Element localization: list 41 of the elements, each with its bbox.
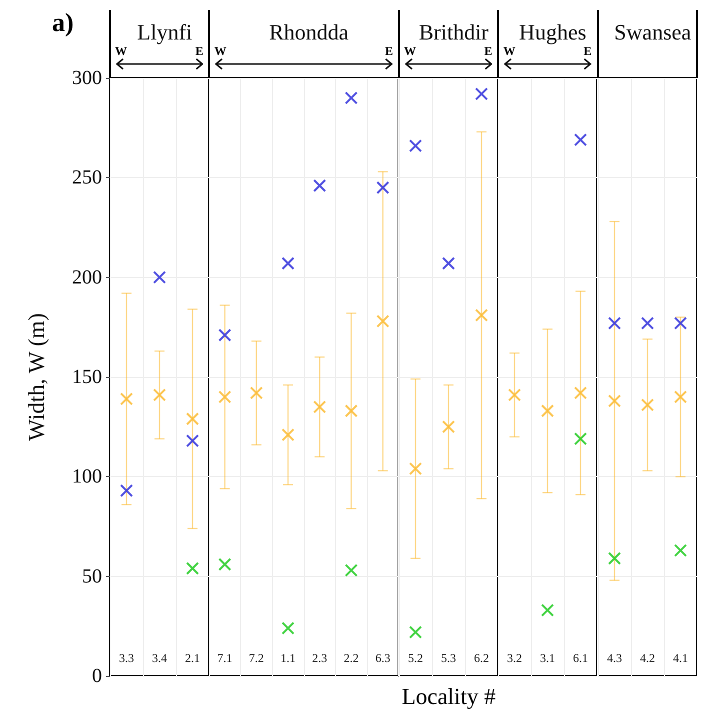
chart-title: Hughes [519,20,587,44]
chart-title: Llynfi [137,20,192,44]
x-tick-label: 2.3 [312,651,328,665]
y-tick-label: 150 [72,366,102,388]
text: E [584,44,592,59]
text: E [483,44,492,59]
x-tick-label: 6.2 [474,651,489,665]
x-tick-label: 3.3 [119,651,134,665]
x-tick-label: 4.1 [672,651,688,665]
x-tick-label: 7.1 [218,651,233,665]
y-tick-label: 300 [72,67,102,89]
text: W [404,44,416,59]
x-tick-label: 6.3 [376,651,391,665]
text: E [384,44,393,59]
y-axis-title: Width, W (m) [24,313,49,441]
chart-title: Brithdir [418,20,490,44]
x-tick-label: 4.3 [606,651,622,665]
y-tick-label: 250 [72,166,102,189]
y-tick-label: 50 [82,565,102,588]
x-tick-label: 3.2 [507,651,522,665]
text: a) [52,8,74,38]
x-tick-label: 1.1 [280,651,296,665]
x-tick-label: 2.1 [185,651,200,665]
text: E [194,44,204,59]
x-tick-label: 4.2 [640,651,655,665]
text: W [503,44,516,59]
x-tick-label: 3.4 [152,651,167,665]
x-tick-label: 2.2 [344,651,360,665]
text: W [115,44,127,59]
x-tick-label: 3.1 [540,651,556,665]
chart-title: Swansea [614,20,692,44]
y-tick-label: 200 [72,266,102,288]
y-tick-label: 100 [72,466,102,488]
y-tick-label: 0 [92,665,102,687]
x-tick-label: 5.3 [440,651,456,665]
x-tick-label: 6.1 [573,651,588,665]
x-axis-title: Locality # [402,684,496,710]
x-tick-label: 5.2 [408,651,423,665]
chart-title: Rhondda [269,20,350,44]
x-tick-label: 7.2 [249,651,264,665]
text: W [214,44,226,59]
